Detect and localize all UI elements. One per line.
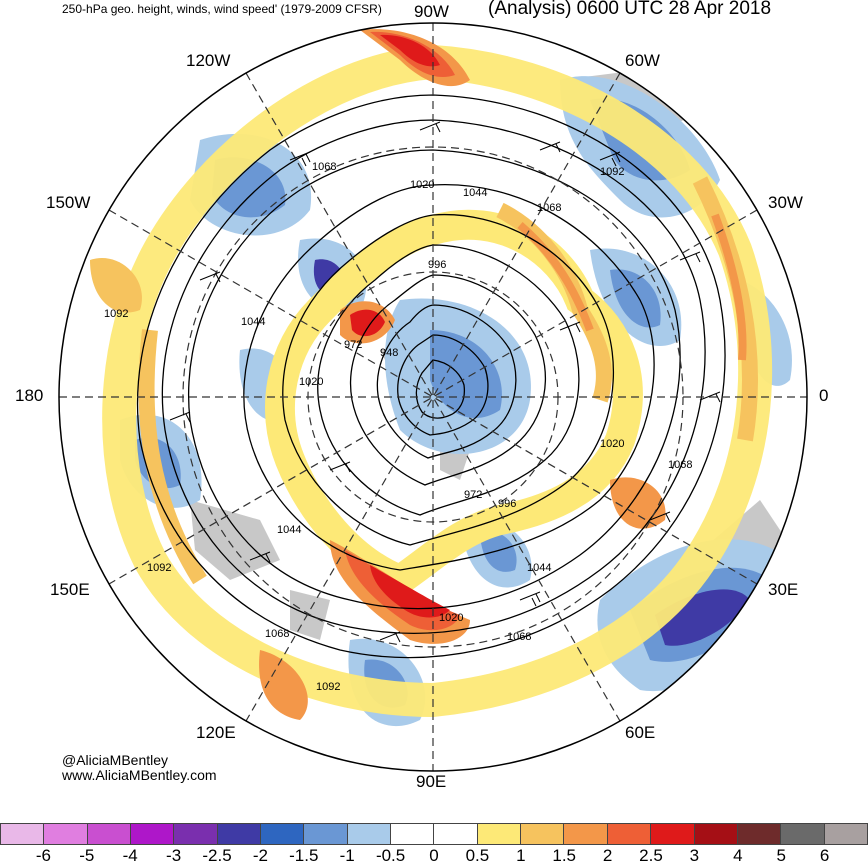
contour-label: 948: [380, 347, 398, 359]
height-contours: [136, 94, 726, 659]
contour-labels: 1068 1020 1044 1068 1092 996 972 948 104…: [104, 161, 692, 693]
contour-label: 1068: [265, 628, 289, 640]
colorbar-tick-label: 0.5: [465, 846, 490, 865]
colorbar: [0, 823, 868, 845]
lon-label-60e: 60E: [625, 723, 656, 742]
colorbar-swatch: [346, 823, 391, 845]
lon-label-60w: 60W: [625, 51, 660, 70]
map-title-right: (Analysis) 0600 UTC 28 Apr 2018: [488, 0, 772, 19]
colorbar-tick-label: 0: [429, 846, 439, 865]
contour-label: 1020: [299, 376, 323, 388]
colorbar-swatch: [780, 823, 824, 845]
lon-label-90e: 90E: [416, 772, 447, 791]
contour-label: 1068: [312, 161, 336, 173]
contour-label: 1092: [600, 166, 624, 178]
colorbar-tick-label: 1: [516, 846, 526, 865]
contour-label: 1068: [668, 459, 692, 471]
contour-label: 1044: [527, 562, 551, 574]
lon-label-150w: 150W: [46, 193, 91, 212]
credit-handle: @AliciaMBentley: [62, 752, 169, 768]
colorbar-tick-label: -6: [35, 846, 51, 865]
colorbar-tick-label: -3: [166, 846, 182, 865]
colorbar-swatch: [606, 823, 651, 845]
colorbar-swatch: [86, 823, 131, 845]
colorbar-tick-label: 1.5: [552, 846, 577, 865]
contour-label: 1092: [104, 308, 128, 320]
colorbar-tick-label: 2: [602, 846, 613, 865]
contour-label: 972: [464, 489, 482, 501]
colorbar-swatch: [563, 823, 607, 845]
lon-label-120w: 120W: [186, 51, 231, 70]
graticule: [59, 23, 807, 771]
colorbar-tick-label: -5: [79, 846, 95, 865]
map-boundary: [58, 22, 808, 772]
wind-barbs: [169, 121, 721, 643]
colorbar-tick-label: -1.5: [289, 846, 319, 865]
contour-label: 1068: [507, 631, 531, 643]
colorbar-swatch: [0, 823, 44, 845]
colorbar-tick-label: 3: [689, 846, 700, 865]
lon-label-90w: 90W: [414, 2, 449, 21]
colorbar-swatch: [260, 823, 304, 845]
contour-label: 972: [344, 339, 362, 351]
colorbar-tick-label: -1: [339, 846, 355, 865]
colorbar-swatch: [130, 823, 174, 845]
lon-label-30w: 30W: [768, 193, 803, 212]
colorbar-swatch: [736, 823, 781, 845]
colorbar-swatch: [390, 823, 434, 845]
colorbar-tick-label: 2.5: [639, 846, 663, 865]
colorbar-tick-label: -2.5: [202, 846, 232, 865]
contour-label: 1044: [241, 316, 265, 328]
contour-label: 1020: [410, 179, 434, 191]
contour-label: 1092: [316, 681, 340, 693]
colorbar-swatch: [303, 823, 347, 845]
map-title-left: 250-hPa geo. height, winds, wind speed' …: [62, 2, 382, 16]
colorbar-ticks: -6 -5 -4 -3 -2.5 -2 -1.5 -1 -0.5 0 0.5 1 1.5 2 2.5 3 4 5 6: [0, 846, 868, 865]
colorbar-tick-label: 5: [776, 846, 786, 865]
map-content: 1068 1020 1044 1068 1092 996 972 948 104…: [59, 23, 807, 771]
colorbar-tick-label: -0.5: [375, 846, 406, 865]
contour-label: 1020: [600, 438, 624, 450]
colorbar-swatch: [216, 823, 261, 845]
colorbar-tick-label: -2: [252, 846, 268, 865]
colorbar-swatch: [520, 823, 564, 845]
colorbar-tick-label: 6: [819, 846, 830, 865]
lon-label-120e: 120E: [196, 723, 236, 742]
contour-label: 996: [428, 259, 446, 271]
lon-label-30e: 30E: [768, 580, 799, 599]
colorbar-tick-label: -4: [122, 846, 138, 865]
colorbar-swatch: [433, 823, 477, 845]
colorbar-swatch: [173, 823, 217, 845]
contour-label: 1044: [277, 524, 301, 536]
contour-label: 1020: [439, 612, 463, 624]
contour-label: 1044: [463, 187, 487, 199]
colorbar-swatch: [823, 823, 868, 845]
colorbar-swatch: [43, 823, 87, 845]
contour-label: 996: [498, 498, 516, 510]
colorbar-swatch: [476, 823, 521, 845]
credit-website: www.AliciaMBentley.com: [62, 767, 217, 783]
colorbar-tick-label: 4: [733, 846, 743, 865]
contour-label: 1068: [537, 202, 561, 214]
lon-label-0: 0: [819, 386, 829, 405]
lon-label-150e: 150E: [50, 580, 90, 599]
colorbar-swatch: [693, 823, 737, 845]
colorbar-swatch: [650, 823, 694, 845]
lon-label-180: 180: [15, 386, 44, 405]
contour-label: 1092: [147, 562, 171, 574]
